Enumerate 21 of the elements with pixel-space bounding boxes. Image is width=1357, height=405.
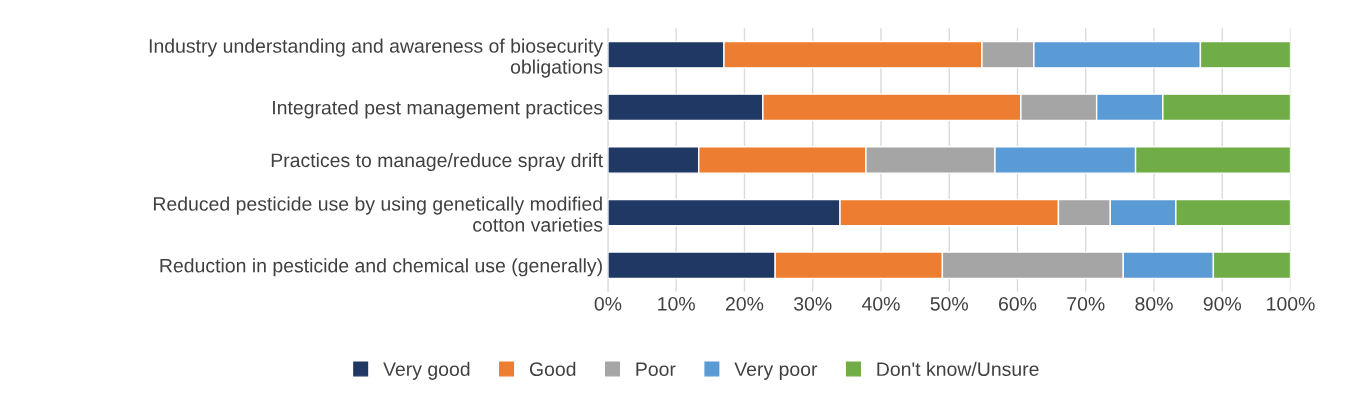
x-tick-label: 60% xyxy=(999,296,1037,311)
legend-label: Very good xyxy=(383,361,470,380)
x-tick-label: 90% xyxy=(1203,296,1242,311)
x-tick-label: 40% xyxy=(861,296,900,311)
legend-label: Poor xyxy=(636,362,676,377)
x-tick-label: 20% xyxy=(725,296,764,311)
y-tick-label: Practices to manage/reduce spray drift xyxy=(271,152,603,172)
legend-label: Good xyxy=(529,361,576,377)
y-tick-label: Industry understanding and awareness of biosecurity obligations xyxy=(149,38,604,78)
x-tick-label: 10% xyxy=(658,296,695,311)
x-tick-label: 70% xyxy=(1067,296,1105,311)
x-tick-label: 0% xyxy=(594,296,622,311)
x-tick-label: 30% xyxy=(793,296,832,311)
x-tick-label: 80% xyxy=(1135,296,1173,311)
y-tick-label: Reduction in pesticide and chemical use (generally) xyxy=(160,258,602,277)
y-tick-label: Reduced pesticide use by using genetically modified cotton varieties xyxy=(153,196,603,232)
y-tick-label: Integrated pest management practices xyxy=(273,100,603,119)
x-tick-label: 100% xyxy=(1267,296,1315,311)
x-tick-label: 50% xyxy=(930,296,968,311)
legend-label: Very poor xyxy=(734,362,818,380)
legend-label: Don't know/Unsure xyxy=(877,361,1039,377)
